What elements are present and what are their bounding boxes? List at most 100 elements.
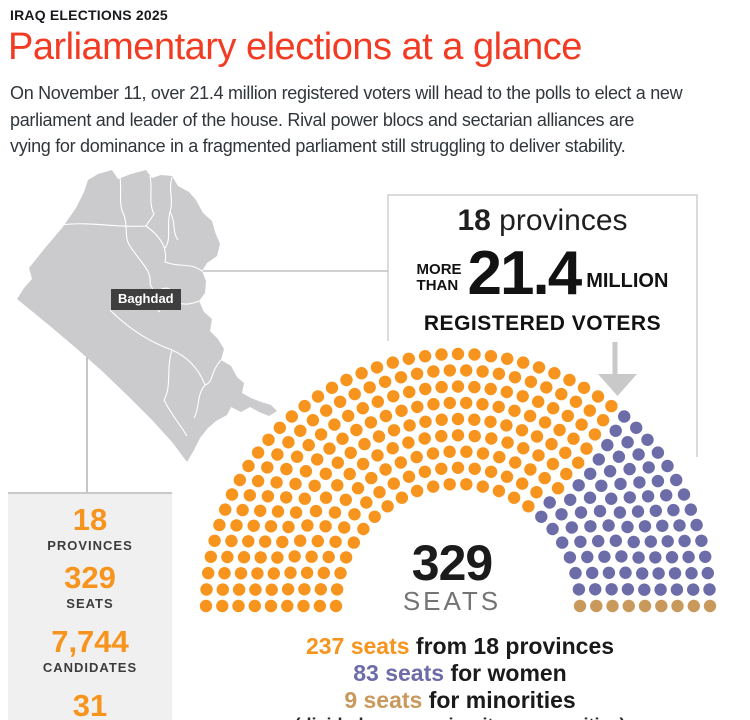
seat-dot (553, 423, 566, 437)
seat-dot (311, 534, 324, 548)
stat-provinces: 18 PROVINCES (47, 502, 133, 554)
seat-dot (574, 506, 588, 519)
baghdad-label: Baghdad (111, 289, 181, 310)
seat-dot (451, 347, 465, 361)
seat-dot (641, 490, 655, 503)
seat-dot (619, 566, 632, 579)
seat-dot (559, 446, 572, 459)
seat-dot (551, 482, 565, 495)
seat-dot (592, 534, 605, 548)
seat-dot (435, 380, 448, 394)
seat-dot (234, 567, 248, 580)
seat-dot (606, 599, 619, 613)
iraq-map (17, 170, 277, 462)
seat-dot (595, 479, 608, 492)
voters-box-frame (387, 194, 698, 457)
seat-dot (363, 381, 376, 394)
seat-dot (298, 583, 311, 596)
seat-dot (678, 534, 691, 548)
seat-dot (636, 567, 649, 580)
seat-dot (426, 447, 440, 460)
seat-dot (328, 418, 341, 431)
seat-dot (394, 371, 408, 384)
seat-dot (419, 382, 432, 396)
seat-dot (251, 567, 264, 580)
seat-dot (532, 361, 546, 374)
seat-dot (540, 381, 553, 394)
seat-dot (242, 459, 255, 473)
seat-dot (524, 375, 538, 388)
seat-dot (638, 583, 651, 596)
seat-dot (591, 390, 605, 403)
seat-dot (638, 520, 652, 533)
more-than-label: MORE THAN (416, 261, 462, 294)
seat-dot (338, 521, 351, 534)
seat-dot (661, 535, 674, 548)
seat-dot (387, 424, 401, 437)
seat-dot (351, 482, 365, 495)
seat-dot (500, 419, 513, 432)
seat-dot (508, 404, 521, 417)
seat-dot (242, 535, 255, 548)
seat-dot (546, 522, 559, 536)
seat-dot (583, 491, 597, 504)
seat-dot (348, 387, 361, 401)
seat-dot (492, 367, 506, 380)
seat-dot (588, 428, 602, 441)
seat-dot (387, 477, 400, 490)
seat-dot (547, 402, 560, 415)
seat-dot (443, 445, 456, 458)
iraq-map-outline (17, 170, 277, 462)
seat-dot (632, 551, 645, 564)
seat-dot (368, 510, 381, 523)
seat-dot (581, 550, 594, 564)
seat-dot (403, 419, 416, 432)
seat-dot (532, 395, 545, 408)
seat-dot (501, 436, 514, 449)
seat-dot (590, 599, 603, 613)
arrow-down-icon (598, 342, 637, 396)
seat-dot (660, 489, 673, 502)
seat-dot (329, 599, 343, 613)
seat-dot (468, 380, 481, 394)
seat-dot (311, 453, 324, 466)
seat-dot (468, 429, 481, 443)
seat-dot (282, 520, 295, 534)
seat-dot (267, 567, 280, 580)
seat-dot (285, 410, 298, 423)
provinces-value: 18 (457, 204, 491, 237)
seat-dot (642, 461, 655, 474)
seat-dot (654, 583, 667, 596)
seat-dot (596, 414, 610, 427)
seat-dot (305, 550, 318, 563)
seat-dot (451, 412, 465, 426)
seat-dot (589, 583, 602, 596)
seat-dot (468, 348, 481, 361)
seat-dot (507, 491, 521, 504)
seat-dot (336, 432, 349, 445)
seat-dot (314, 428, 328, 441)
seat-dot (394, 456, 407, 469)
seat-dot (297, 599, 310, 613)
seat-dot (402, 436, 415, 449)
stats-panel: 18 PROVINCES 329 SEATS 7,744 CANDIDATES … (8, 492, 172, 720)
seat-dot (569, 395, 583, 408)
page-title: Parliamentary elections at a glance (8, 26, 582, 68)
registered-voters-caption: REGISTERED VOTERS (423, 312, 662, 335)
seat-dot (586, 566, 599, 580)
seat-dot (484, 382, 497, 396)
seat-dot (200, 583, 213, 596)
seat-dot (254, 551, 267, 564)
seat-dot (418, 350, 432, 363)
seat-dot (281, 583, 295, 596)
seat-dot (484, 415, 497, 428)
seat-dot (319, 520, 332, 533)
seat-dot (460, 478, 473, 491)
provinces-headline: 18 provinces (388, 204, 697, 238)
seat-dot (563, 373, 576, 387)
seat-dot (509, 456, 522, 469)
seat-dot (695, 534, 708, 547)
seat-dot (583, 404, 596, 417)
seat-dot (264, 520, 278, 533)
seat-dot (682, 550, 695, 564)
